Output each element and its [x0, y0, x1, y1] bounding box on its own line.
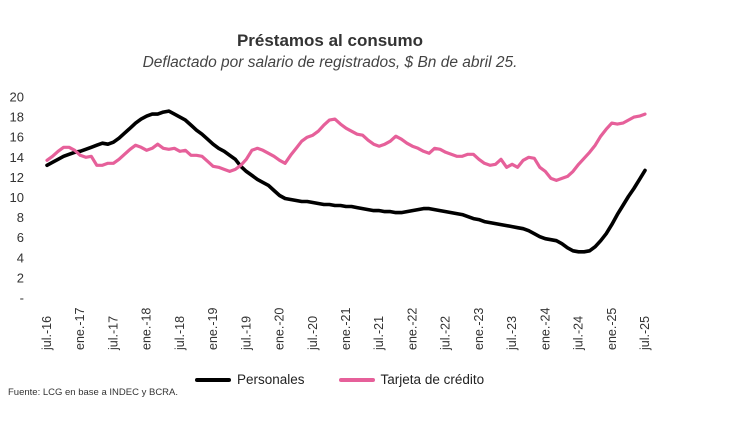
legend-label-tarjeta: Tarjeta de crédito [380, 372, 485, 387]
y-tick-label: 10 [10, 190, 24, 205]
y-tick-label: 16 [10, 130, 24, 145]
x-tick-label: jul.-24 [572, 316, 586, 351]
chart-legend: Personales Tarjeta de crédito [195, 372, 484, 387]
legend-swatch-tarjeta [338, 377, 375, 382]
y-tick-label: - [20, 291, 24, 306]
chart-title: Préstamos al consumo [236, 31, 424, 50]
x-tick-label: ene.-22 [405, 308, 419, 350]
y-tick-label: 14 [10, 150, 24, 165]
y-tick-label: 4 [17, 250, 24, 265]
legend-item-personales: Personales [195, 372, 305, 387]
legend-item-tarjeta: Tarjeta de crédito [338, 372, 485, 387]
x-tick-label: jul.-25 [638, 316, 652, 351]
x-tick-label: ene.-21 [339, 308, 353, 350]
series-line-tarjeta-de-credito [45, 112, 647, 182]
x-tick-label: jul.-22 [439, 316, 453, 351]
y-tick-label: 6 [17, 230, 24, 245]
x-tick-label: ene.-17 [73, 308, 87, 350]
y-tick-label: 8 [17, 210, 24, 225]
x-tick-label: jul.-19 [239, 316, 253, 351]
x-tick-label: ene.-20 [273, 308, 287, 350]
x-tick-label: jul.-18 [173, 316, 187, 351]
x-tick-label: ene.-25 [605, 308, 619, 350]
x-tick-label: jul.-16 [40, 316, 54, 351]
y-tick-label: 2 [17, 270, 24, 285]
x-tick-label: jul.-23 [505, 316, 519, 351]
x-tick-label: ene.-24 [538, 308, 552, 350]
legend-label-personales: Personales [237, 372, 305, 387]
x-tick-label: jul.-21 [372, 316, 386, 351]
x-tick-label: jul.-20 [306, 316, 320, 351]
y-tick-label: 20 [10, 90, 24, 105]
x-tick-label: ene.-19 [206, 308, 220, 350]
x-tick-label: ene.-23 [472, 308, 486, 350]
series-line-personales [45, 109, 647, 254]
x-tick-label: jul.-17 [106, 316, 120, 351]
y-tick-label: 12 [10, 170, 24, 185]
source-note: Fuente: LCG en base a INDEC y BCRA. [8, 387, 179, 398]
legend-swatch-personales [195, 377, 231, 382]
y-tick-label: 18 [10, 110, 24, 125]
x-tick-label: ene.-18 [140, 308, 154, 350]
chart-subtitle: Deflactado por salario de registrados, $… [142, 54, 518, 71]
